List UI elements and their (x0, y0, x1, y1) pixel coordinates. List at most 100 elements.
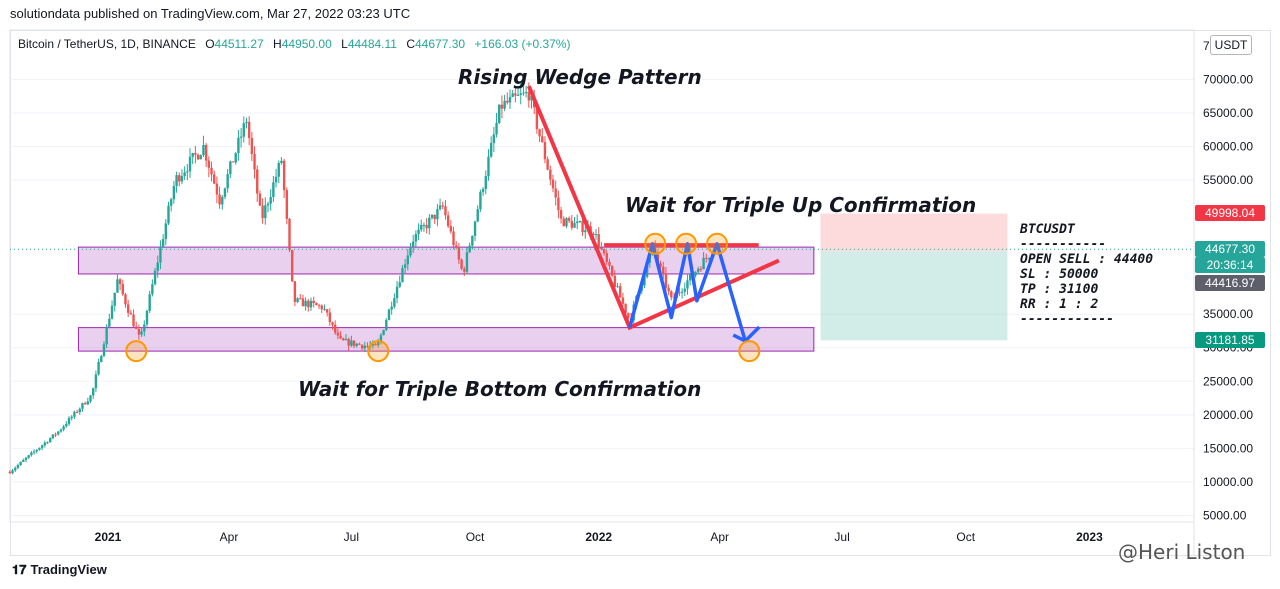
candle-body-74 (207, 160, 211, 168)
candle-body-209 (570, 220, 574, 228)
currency-button[interactable]: USDT (1210, 35, 1252, 55)
countdown-tag: 20:36:14 (1195, 257, 1265, 273)
candle-body-224 (610, 265, 614, 276)
candle-body-9 (32, 451, 36, 453)
y-tick-label-3: 55000.00 (1203, 173, 1253, 187)
candle-body-25 (75, 411, 79, 413)
tradingview-logo[interactable]: 𝟏𝟕 TradingView (12, 562, 107, 578)
candle-body-90 (250, 138, 254, 154)
candle-body-157 (430, 214, 434, 218)
candle-body-70 (196, 154, 200, 160)
candle-body-153 (420, 224, 423, 230)
candle-body-212 (578, 221, 582, 223)
candle-body-255 (694, 271, 697, 276)
candle-body-3 (16, 465, 20, 468)
candle-body-150 (411, 241, 415, 247)
candle-body-188 (514, 93, 517, 96)
candle-body-256 (697, 268, 700, 272)
open-value: 44511.27 (214, 37, 264, 51)
candle-body-257 (699, 268, 703, 270)
trade-pair: BTCUSDT (1020, 222, 1075, 237)
trade-tp: TP : 31100 (1020, 282, 1099, 297)
candle-body-139 (382, 330, 385, 336)
candle-body-206 (562, 218, 565, 227)
trade-separator-top: ----------- (1020, 237, 1107, 252)
short-position-tool (820, 213, 1008, 341)
candle-body-16 (51, 434, 55, 439)
candle-body-14 (46, 442, 49, 444)
high-value: 44950.00 (281, 37, 332, 51)
candle-body-31 (92, 388, 95, 396)
candle-body-223 (608, 261, 611, 266)
candle-body-95 (264, 205, 267, 219)
candle-body-110 (304, 300, 307, 307)
candle-body-55 (156, 262, 159, 271)
candle-body-61 (172, 185, 176, 200)
candle-body-182 (498, 104, 501, 124)
candle-body-225 (613, 275, 617, 287)
candle-body-21 (65, 423, 68, 427)
candle-body-226 (616, 286, 619, 288)
candle-body-132 (363, 345, 366, 349)
candle-body-2 (14, 467, 17, 471)
open-label: O (205, 37, 215, 51)
candle-body-230 (627, 313, 630, 319)
candle-body-42 (121, 284, 124, 295)
candle-body-156 (428, 217, 431, 229)
candle-body-49 (140, 331, 143, 335)
candle-body-249 (678, 292, 681, 294)
candle-body-191 (522, 92, 525, 94)
candle-body-116 (320, 305, 323, 310)
candle-body-109 (301, 298, 305, 307)
candle-body-17 (54, 434, 57, 436)
candle-body-92 (256, 169, 259, 194)
candle-body-28 (83, 403, 87, 405)
candle-body-33 (97, 362, 100, 375)
candle-body-137 (377, 341, 380, 346)
rising-wedge-label: Rising Wedge Pattern (458, 65, 702, 89)
candle-body-93 (258, 193, 262, 206)
symbol-title[interactable]: Bitcoin / TetherUS, 1D, BINANCE (18, 37, 196, 51)
candle-body-179 (489, 143, 493, 157)
candle-body-141 (387, 309, 391, 321)
candle-body-228 (621, 297, 625, 304)
candle-body-219 (597, 234, 600, 248)
candle-body-18 (57, 431, 60, 435)
candle-body-236 (643, 276, 646, 286)
candle-body-221 (602, 249, 606, 254)
candle-body-79 (221, 196, 224, 205)
candle-body-82 (229, 161, 232, 175)
take-profit-price-tag: 31181.85 (1195, 332, 1265, 348)
candle-body-148 (406, 255, 410, 265)
candle-body-253 (688, 273, 692, 281)
candle-body-12 (40, 445, 44, 448)
position-stop-zone (820, 213, 1008, 252)
x-tick-label-8: 2023 (1076, 530, 1103, 544)
candle-body-1 (11, 470, 14, 474)
target-circle-4 (706, 232, 729, 255)
y-tick-label-0: 70000.00 (1203, 72, 1253, 86)
candle-body-20 (62, 426, 65, 430)
candle-body-158 (433, 214, 436, 220)
candle-body-204 (557, 197, 560, 211)
candle-body-210 (573, 223, 576, 228)
candle-body-201 (549, 169, 552, 180)
candle-body-130 (358, 343, 361, 345)
candle-body-10 (35, 449, 38, 452)
candle-body-187 (511, 93, 514, 97)
candle-body-85 (237, 137, 240, 154)
trade-info-box: BTCUSDT ----------- OPEN SELL : 44400 SL… (1020, 222, 1153, 327)
candle-body-177 (484, 176, 487, 189)
candle-body-44 (126, 304, 130, 313)
candle-body-222 (605, 253, 608, 262)
candle-body-75 (210, 167, 213, 175)
candle-body-174 (476, 209, 479, 222)
candle-body-175 (479, 191, 482, 210)
target-circles (125, 232, 761, 363)
x-tick-label-2: Jul (344, 530, 359, 544)
candle-body-98 (272, 182, 275, 198)
candle-body-202 (551, 179, 555, 189)
position-target-zone (820, 251, 1008, 341)
candle-body-15 (48, 438, 52, 443)
